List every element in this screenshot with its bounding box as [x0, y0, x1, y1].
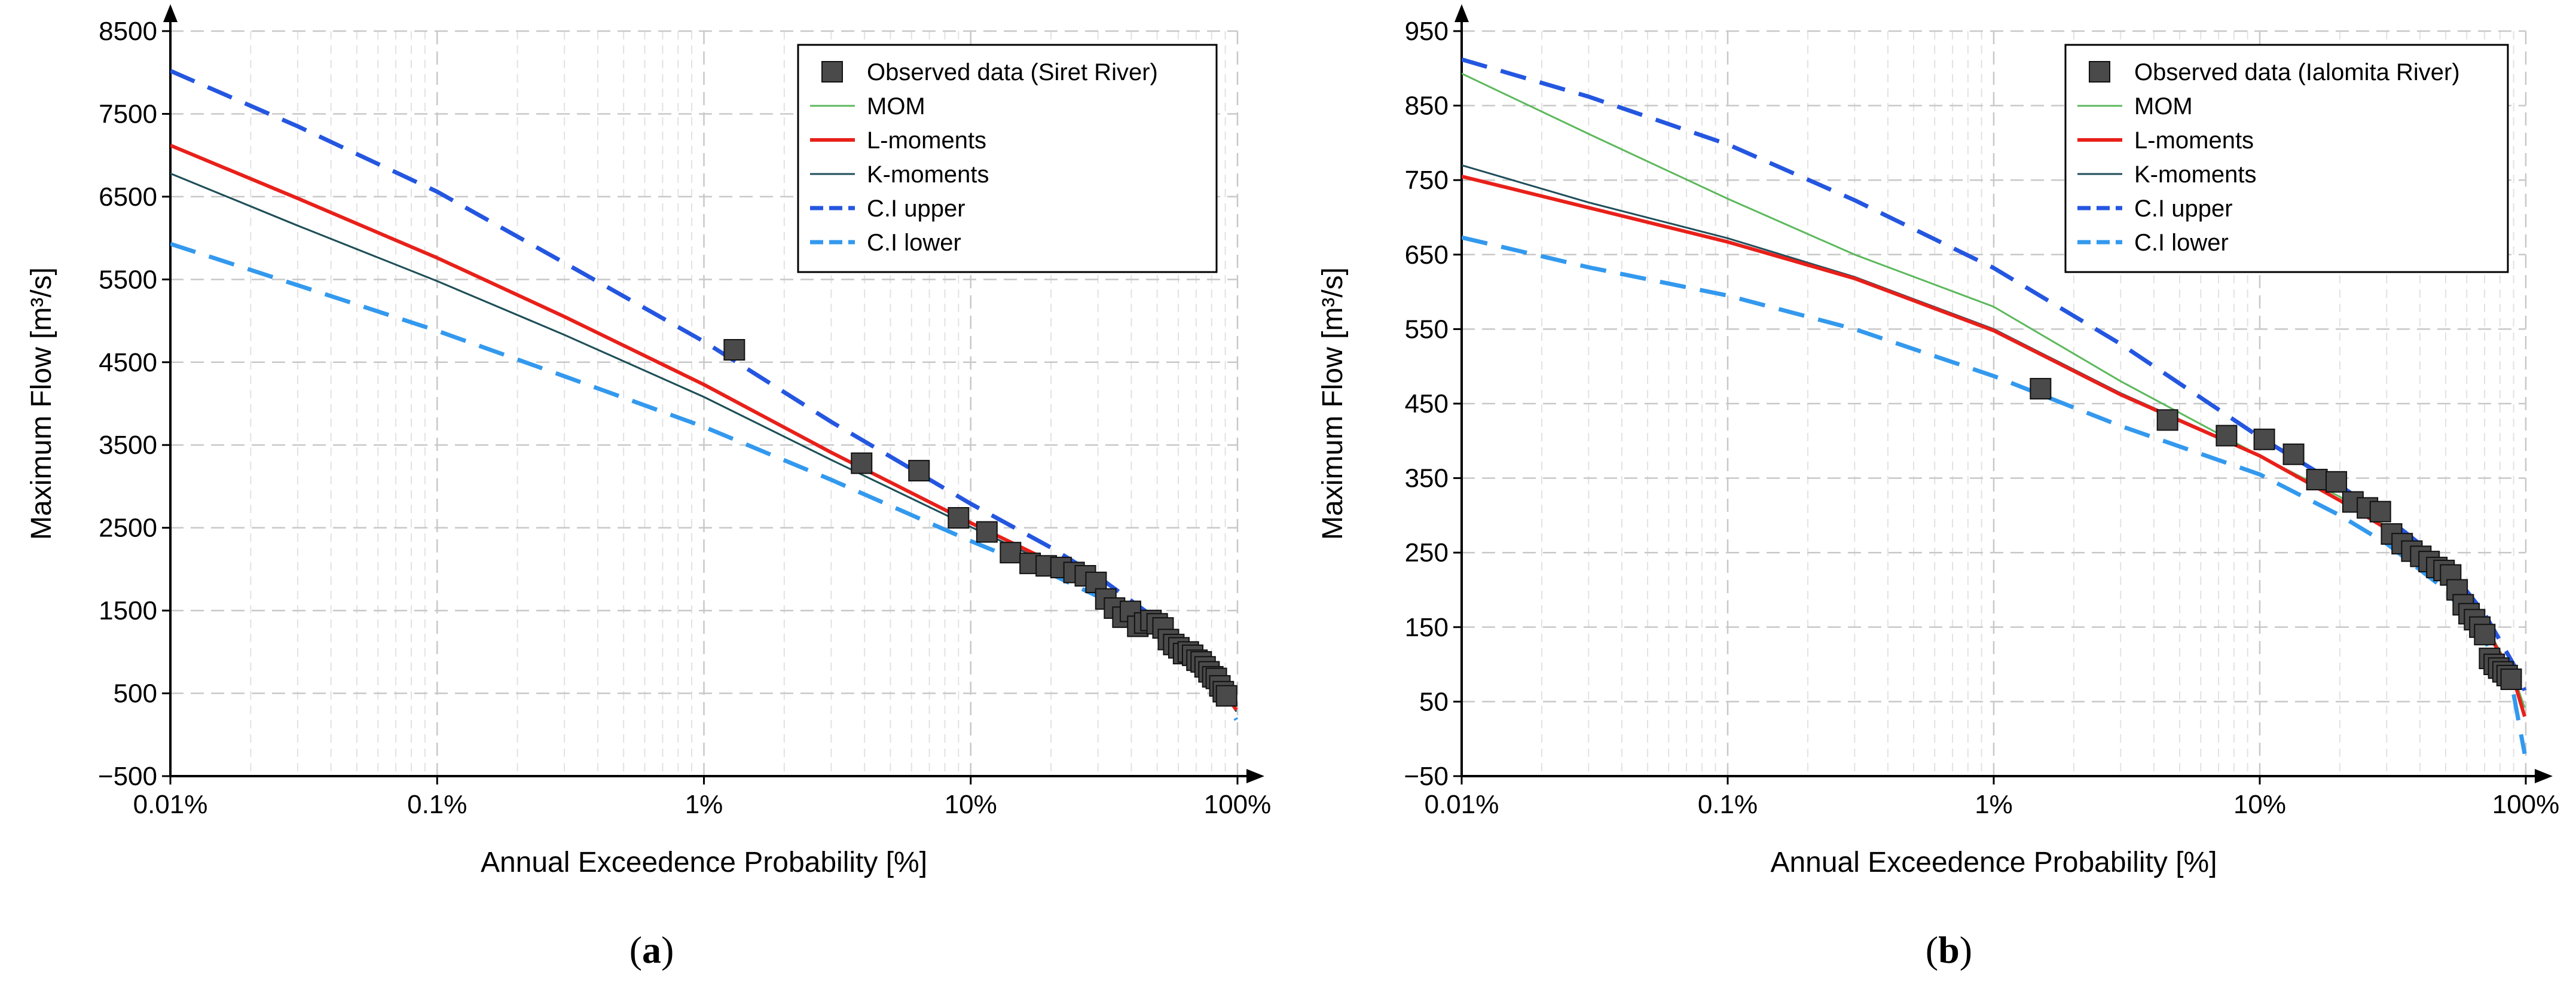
legend-label: C.I lower	[867, 230, 961, 256]
y-tick-label: 150	[1405, 613, 1449, 642]
caption-close: )	[1960, 929, 1972, 971]
y-tick-label: 7500	[99, 99, 157, 129]
caption-open: (	[630, 929, 642, 971]
observed-point	[2500, 668, 2522, 691]
x-axis-title: Annual Exceedence Probability [%]	[481, 847, 927, 878]
observed-point	[2253, 428, 2275, 450]
x-tick-label: 100%	[2492, 790, 2560, 819]
y-axis-arrow	[1454, 4, 1469, 22]
caption-letter: a	[642, 929, 661, 971]
panel-caption: (a)	[630, 929, 674, 971]
legend-label: C.I lower	[2134, 230, 2229, 256]
minor-grid	[1541, 31, 2514, 776]
y-tick-label: 2500	[99, 514, 157, 543]
observed-markers	[723, 339, 1237, 707]
legend-label: C.I upper	[867, 196, 965, 222]
legend-label: MOM	[2134, 93, 2193, 120]
y-tick-label: 3500	[99, 431, 157, 460]
legend-box	[797, 44, 1218, 273]
y-tick-label: −50	[1404, 762, 1449, 791]
y-tick-label: 450	[1405, 389, 1449, 419]
legend-label: L-moments	[2134, 127, 2254, 154]
y-tick-label: 650	[1405, 240, 1449, 270]
observed-point	[2474, 624, 2496, 646]
y-tick-label: 250	[1405, 538, 1449, 567]
observed-point	[2306, 469, 2328, 491]
observed-point	[2326, 471, 2348, 493]
observed-markers	[2030, 378, 2522, 691]
legend-label: Observed data (Ialomita River)	[2134, 59, 2460, 86]
observed-point	[908, 460, 930, 482]
observed-point	[2216, 425, 2238, 447]
legend-marker	[821, 61, 843, 83]
legend-label: L-moments	[867, 127, 986, 154]
panel-caption: (b)	[1926, 929, 1972, 971]
x-axis-arrow	[2535, 769, 2553, 783]
y-tick-label: −500	[98, 762, 157, 791]
y-axis-title: Maximum Flow [m³/s]	[26, 267, 57, 540]
y-tick-label: 4500	[99, 348, 157, 377]
legend: Observed data (Siret River) MOM L-moments K…	[797, 44, 1218, 273]
legend-box	[2064, 44, 2509, 273]
y-tick-label: 350	[1405, 464, 1449, 493]
x-axis-arrow	[1246, 769, 1264, 783]
x-tick-label: 1%	[1975, 790, 2013, 819]
legend: Observed data (Ialomita River) MOM L-momen…	[2064, 44, 2509, 273]
legend-label: Observed data (Siret River)	[867, 59, 1158, 86]
x-tick-label: 0.1%	[407, 790, 467, 819]
series-layer	[1462, 57, 2527, 755]
caption-letter: b	[1938, 929, 1960, 971]
y-tick-label: 950	[1405, 17, 1449, 46]
y-axis-arrow	[163, 4, 178, 22]
legend-label: C.I upper	[2134, 196, 2233, 222]
series-layer	[170, 69, 1239, 721]
x-tick-label: 0.01%	[1425, 790, 1499, 819]
y-axis-title: Maximum Flow [m³/s]	[1317, 267, 1349, 540]
x-tick-label: 0.1%	[1698, 790, 1758, 819]
observed-point	[948, 507, 970, 529]
observed-point	[2156, 409, 2178, 431]
observed-point	[976, 521, 998, 543]
y-tick-label: 1500	[99, 596, 157, 625]
observed-point	[723, 339, 745, 361]
axes	[1460, 19, 2538, 777]
y-tick-label: 50	[1419, 687, 1449, 716]
axes	[169, 19, 1249, 777]
legend-marker	[2089, 61, 2110, 83]
observed-point	[1215, 685, 1237, 707]
x-axis-title: Annual Exceedence Probability [%]	[1770, 847, 2217, 878]
y-tick-label: 750	[1405, 166, 1449, 195]
x-tick-label: 100%	[1204, 790, 1272, 819]
observed-point	[2369, 500, 2391, 523]
y-tick-label: 500	[114, 679, 157, 709]
observed-point	[2282, 443, 2305, 465]
chart-panel-a: 0.01% 0.1% 1% 10% 100% 8500 7500 6500 5500 4500 35…	[26, 4, 1271, 971]
chart-panel-b: 0.01% 0.1% 1% 10% 100% 950 850 750 650 550 450 350 2…	[1317, 4, 2559, 971]
observed-point	[2030, 378, 2052, 400]
x-tick-label: 0.01%	[133, 790, 208, 819]
legend-label: K-moments	[867, 161, 989, 188]
x-tick-label: 1%	[685, 790, 723, 819]
legend-label: K-moments	[2134, 161, 2257, 188]
caption-close: )	[661, 929, 674, 971]
y-tick-label: 8500	[99, 17, 157, 46]
y-tick-label: 5500	[99, 265, 157, 294]
y-tick-label: 850	[1405, 91, 1449, 121]
x-tick-label: 10%	[2233, 790, 2286, 819]
observed-point	[851, 452, 873, 474]
observed-point	[1000, 542, 1022, 564]
legend-label: MOM	[867, 93, 925, 120]
y-tick-label: 550	[1405, 315, 1449, 344]
x-tick-label: 10%	[945, 790, 997, 819]
y-tick-label: 6500	[99, 182, 157, 212]
caption-open: (	[1926, 929, 1938, 971]
